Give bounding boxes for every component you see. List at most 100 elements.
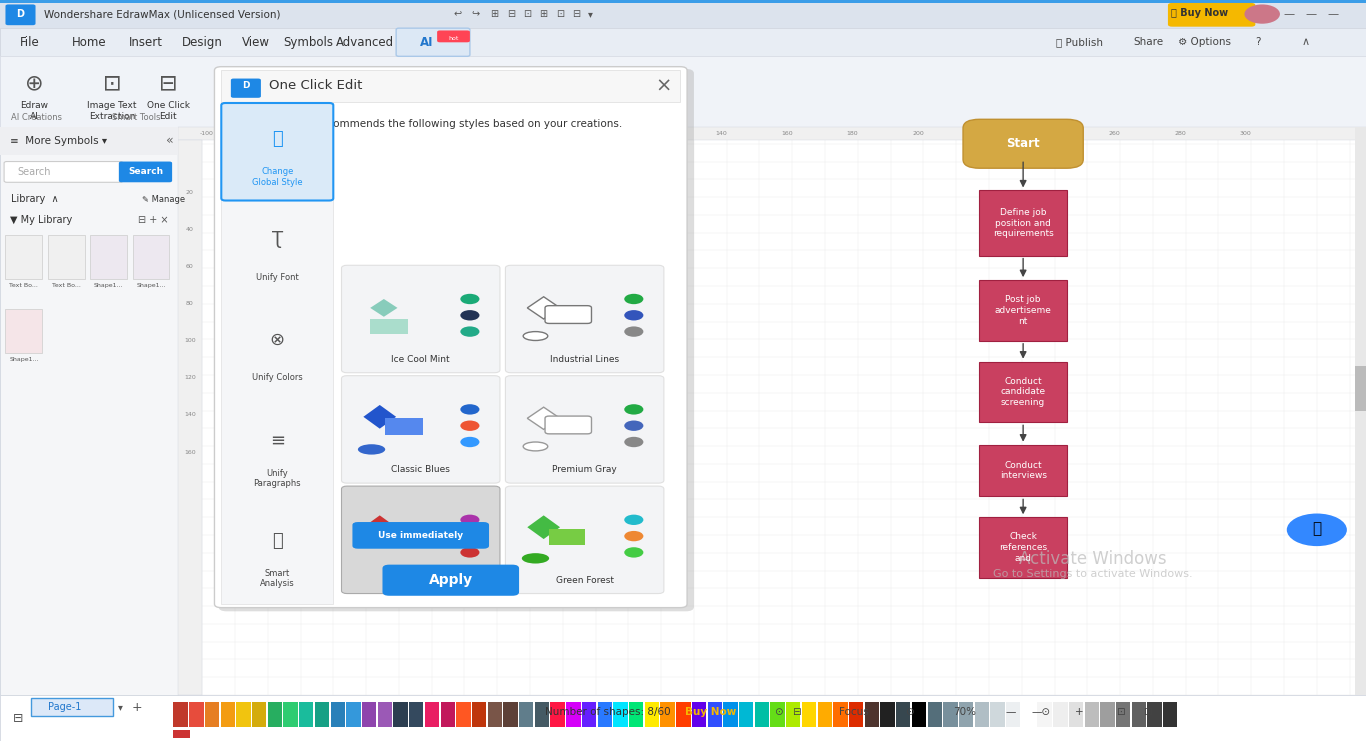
Text: Check
references
and: Check references and (999, 532, 1048, 563)
Text: Symbols: Symbols (284, 36, 333, 49)
Text: Wondershare EdrawMax (Unlicensed Version): Wondershare EdrawMax (Unlicensed Version… (44, 9, 280, 19)
Ellipse shape (523, 442, 548, 451)
Bar (896, 702, 910, 726)
Text: 220: 220 (978, 131, 989, 136)
Text: Scarlet Red: Scarlet Red (395, 576, 447, 585)
Text: Page-1: Page-1 (48, 702, 81, 712)
Bar (314, 702, 329, 726)
Text: 280: 280 (1175, 131, 1186, 136)
Bar (385, 418, 423, 434)
Bar (178, 140, 202, 695)
Text: ?: ? (1255, 37, 1261, 47)
Text: 140: 140 (716, 131, 727, 136)
Text: ▾: ▾ (117, 702, 123, 712)
Bar (975, 702, 989, 726)
Bar (628, 702, 643, 726)
Circle shape (460, 421, 479, 431)
Bar (178, 127, 1366, 140)
Circle shape (624, 421, 643, 431)
Bar (0, 0, 1366, 3)
Text: Activate Windows: Activate Windows (1019, 551, 1167, 568)
Bar (456, 702, 470, 726)
Bar (1355, 367, 1366, 411)
Bar (0, 0, 1366, 28)
Text: Edraw
AI: Edraw AI (20, 102, 48, 122)
Bar (1164, 702, 1177, 726)
Circle shape (624, 310, 643, 320)
Text: 80: 80 (186, 302, 194, 306)
Circle shape (624, 405, 643, 415)
FancyBboxPatch shape (214, 67, 687, 608)
Circle shape (624, 436, 643, 447)
Circle shape (460, 547, 479, 558)
FancyBboxPatch shape (5, 4, 36, 25)
Polygon shape (363, 516, 396, 539)
Text: ⊞: ⊞ (490, 9, 499, 19)
Text: 120: 120 (184, 376, 195, 380)
Polygon shape (370, 299, 398, 317)
Bar (739, 702, 753, 726)
Text: Shape1...: Shape1... (10, 357, 38, 362)
FancyBboxPatch shape (505, 265, 664, 373)
Bar (0, 127, 178, 695)
Text: Text Bo...: Text Bo... (10, 283, 38, 288)
Bar (5, 309, 42, 353)
Text: —: — (1306, 9, 1317, 19)
Bar (833, 702, 847, 726)
Text: -100: -100 (199, 131, 213, 136)
FancyBboxPatch shape (1168, 3, 1255, 27)
Text: 🤖: 🤖 (1313, 522, 1321, 536)
Text: ⊟: ⊟ (158, 73, 178, 93)
Text: Change
Global Style: Change Global Style (251, 167, 303, 187)
Text: «: « (165, 134, 173, 147)
Bar (347, 702, 361, 726)
Text: ⊗: ⊗ (269, 330, 285, 349)
Circle shape (460, 326, 479, 337)
Text: Smart Tools: Smart Tools (112, 113, 161, 122)
Bar (676, 702, 690, 726)
Text: ⊡: ⊡ (1143, 707, 1152, 717)
Bar (1038, 702, 1052, 726)
Text: View: View (242, 36, 269, 49)
Text: ×: × (656, 76, 672, 96)
FancyBboxPatch shape (221, 103, 333, 201)
Bar (1005, 702, 1020, 726)
Bar (959, 702, 973, 726)
Polygon shape (527, 408, 560, 430)
Text: Unify
Paragraphs: Unify Paragraphs (254, 468, 301, 488)
Text: Smart
Analysis: Smart Analysis (260, 569, 295, 588)
Text: —⊙: —⊙ (1031, 707, 1050, 717)
Text: Advanced: Advanced (336, 36, 393, 49)
Text: +: + (131, 700, 142, 714)
Bar (1101, 702, 1115, 726)
Bar (566, 702, 581, 726)
Text: 📋: 📋 (272, 531, 283, 550)
Bar (1068, 702, 1083, 726)
Text: D: D (16, 9, 25, 19)
Bar (979, 445, 1067, 496)
Text: ∧: ∧ (1302, 37, 1310, 47)
Bar (582, 702, 596, 726)
Text: Insert: Insert (130, 36, 163, 49)
Text: Use immediately: Use immediately (378, 531, 463, 540)
Bar (1147, 702, 1161, 726)
Circle shape (1287, 514, 1347, 546)
Bar (0, 28, 1366, 56)
Bar (1355, 127, 1366, 695)
Bar (440, 702, 455, 726)
Bar (1131, 702, 1146, 726)
FancyBboxPatch shape (505, 376, 664, 483)
Bar (990, 702, 1005, 726)
Text: Library  ∧: Library ∧ (11, 194, 59, 205)
Bar (90, 235, 127, 279)
FancyBboxPatch shape (342, 376, 500, 483)
Bar (488, 702, 503, 726)
Text: ⊡: ⊡ (556, 9, 564, 19)
Text: 160: 160 (184, 450, 195, 454)
Text: ⊡: ⊡ (1116, 707, 1124, 717)
Text: ⊕: ⊕ (25, 73, 44, 93)
Text: Search: Search (18, 167, 52, 177)
Bar (251, 702, 266, 726)
Text: AI: AI (419, 36, 433, 49)
Bar (549, 529, 585, 545)
